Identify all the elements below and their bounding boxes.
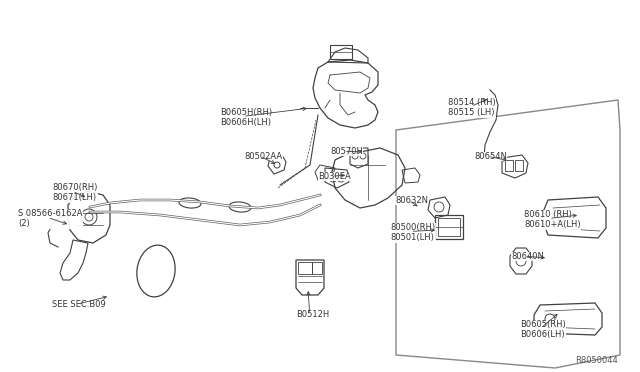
Text: 80654N: 80654N <box>474 152 507 161</box>
Text: S 08566-6162A
(2): S 08566-6162A (2) <box>18 209 83 228</box>
Text: 80500(RH)
80501(LH): 80500(RH) 80501(LH) <box>390 223 435 243</box>
Bar <box>435 215 463 239</box>
Bar <box>312 262 322 274</box>
Bar <box>330 45 352 59</box>
Bar <box>438 218 460 236</box>
Text: 80670(RH)
80671(LH): 80670(RH) 80671(LH) <box>52 183 97 202</box>
Text: B030EA: B030EA <box>318 172 351 181</box>
Bar <box>515 160 523 171</box>
Text: 80570H: 80570H <box>330 147 363 156</box>
Text: B0512H: B0512H <box>296 310 329 319</box>
Text: 80514 (RH)
80515 (LH): 80514 (RH) 80515 (LH) <box>448 98 496 118</box>
Bar <box>298 262 312 274</box>
Text: B0605H(RH)
B0606H(LH): B0605H(RH) B0606H(LH) <box>220 108 272 127</box>
Text: 80632N: 80632N <box>395 196 428 205</box>
Text: 80640N: 80640N <box>511 252 544 261</box>
Bar <box>505 160 513 171</box>
Text: SEE SEC.B09: SEE SEC.B09 <box>52 300 106 309</box>
Text: B0605(RH)
B0606(LH): B0605(RH) B0606(LH) <box>520 320 566 339</box>
Text: 80610 (RH)
80610+A(LH): 80610 (RH) 80610+A(LH) <box>524 210 580 230</box>
Text: 80502AA: 80502AA <box>244 152 282 161</box>
Text: R8050044: R8050044 <box>575 356 618 365</box>
